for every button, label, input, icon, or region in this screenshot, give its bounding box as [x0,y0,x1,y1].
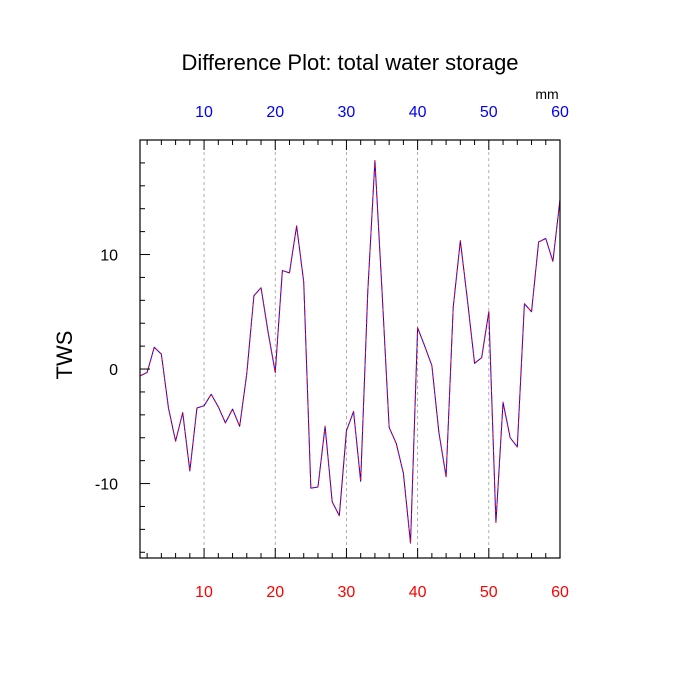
y-tick-label-10: 10 [100,248,118,265]
bottom-tick-label-50: 50 [480,584,498,601]
top-tick-label-30: 30 [338,104,356,121]
series-line-dash-0 [139,160,561,544]
series-line-0 [139,160,561,544]
top-tick-label-50: 50 [480,104,498,121]
bottom-tick-label-20: 20 [266,584,284,601]
axis-ticks [140,139,561,558]
series-lines [139,160,561,544]
y-axis-label: TWS [52,331,77,380]
top-tick-label-40: 40 [409,104,427,121]
bottom-tick-label-60: 60 [551,584,569,601]
grid-lines [203,140,490,558]
top-tick-label-60: 60 [551,104,569,121]
y-tick-label-0: 0 [109,362,118,379]
y-tick-label--10: -10 [95,477,118,494]
chart-title: Difference Plot: total water storage [181,50,518,75]
top-axis-units: mm [535,86,558,102]
bottom-tick-label-30: 30 [338,584,356,601]
plot-frame [139,139,561,559]
bottom-tick-label-40: 40 [409,584,427,601]
tick-labels: 10 20 30 40 50 60 10 20 30 40 50 60 -10 0 10 [95,104,569,601]
top-tick-label-20: 20 [266,104,284,121]
bottom-tick-label-10: 10 [195,584,213,601]
top-tick-label-10: 10 [195,104,213,121]
